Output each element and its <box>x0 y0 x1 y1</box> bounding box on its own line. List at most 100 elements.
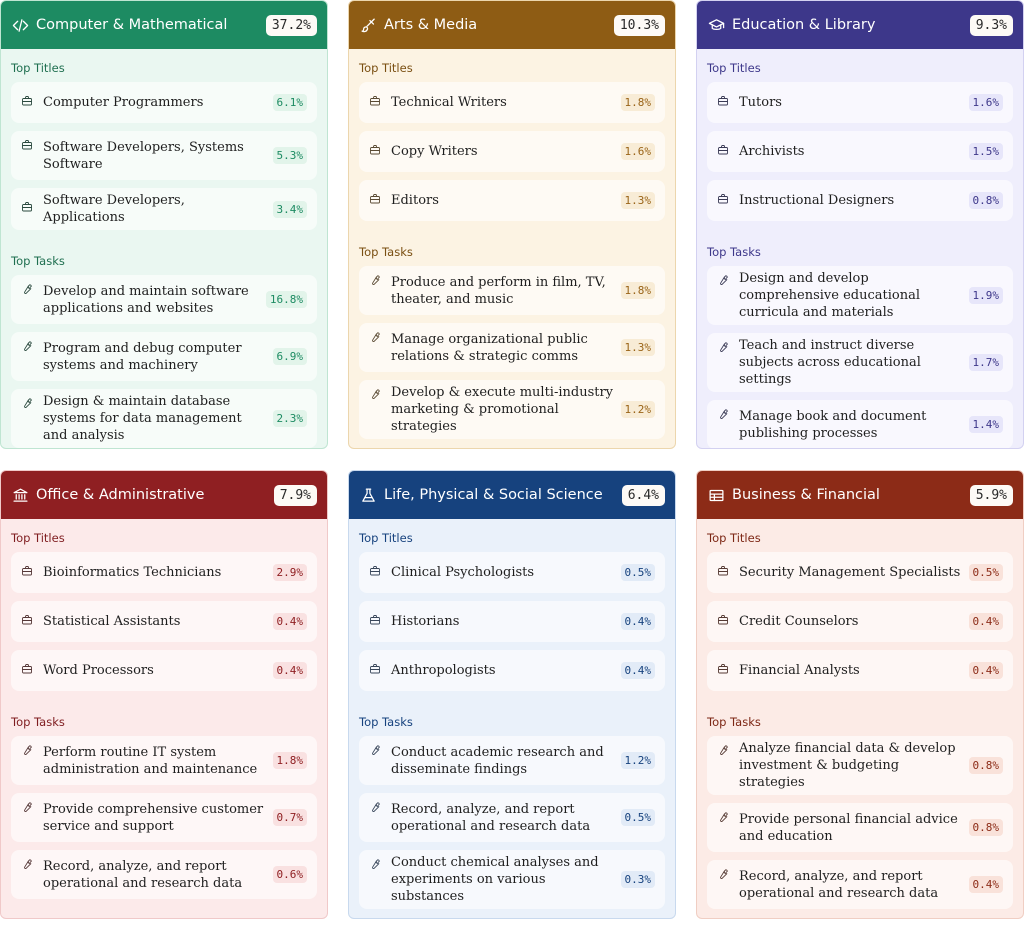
briefcase-icon <box>21 139 35 153</box>
briefcase-icon <box>369 663 383 677</box>
task-percent: 0.3% <box>620 871 655 888</box>
wrench-icon <box>369 744 383 758</box>
card-header: Office & Administrative 7.9% <box>1 471 327 519</box>
title-percent: 0.4% <box>272 662 307 679</box>
title-label: Technical Writers <box>391 95 507 110</box>
top-tasks-label: Top Tasks <box>707 715 761 729</box>
title-percent: 0.4% <box>620 662 655 679</box>
task-label: Perform routine IT system administration… <box>43 744 258 777</box>
card-percent-badge: 10.3% <box>613 14 665 36</box>
task-label: Design and develop comprehensive educati… <box>739 271 921 320</box>
task-item: Conduct chemical analyses and experiment… <box>359 850 665 909</box>
task-label: Analyze financial data & develop investm… <box>739 741 956 790</box>
title-label: Historians <box>391 614 460 629</box>
title-item: Tutors 1.6% <box>707 82 1013 123</box>
task-item: Record, analyze, and report operational … <box>359 793 665 842</box>
briefcase-icon <box>717 144 731 158</box>
wrench-icon <box>369 331 383 345</box>
title-percent: 0.4% <box>272 613 307 630</box>
top-titles-label: Top Titles <box>11 531 65 545</box>
title-item: Clinical Psychologists 0.5% <box>359 552 665 593</box>
wrench-icon <box>369 801 383 815</box>
top-titles-label: Top Titles <box>359 531 413 545</box>
task-label: Develop and maintain software applicatio… <box>43 283 249 316</box>
title-item: Security Management Specialists 0.5% <box>707 552 1013 593</box>
top-titles-label: Top Titles <box>359 61 413 75</box>
task-label: Conduct chemical analyses and experiment… <box>391 855 599 904</box>
title-item: Software Developers, Applications 3.4% <box>11 188 317 230</box>
task-percent: 0.7% <box>272 809 307 826</box>
task-percent: 0.8% <box>968 757 1003 774</box>
category-card-office-administrative: Office & Administrative 7.9% Top Titles … <box>0 470 328 919</box>
brush-icon <box>359 16 377 34</box>
task-item: Program and debug computer systems and m… <box>11 332 317 381</box>
task-item: Produce and perform in film, TV, theater… <box>359 266 665 315</box>
task-percent: 1.9% <box>968 287 1003 304</box>
wrench-icon <box>369 858 383 872</box>
title-label: Archivists <box>739 144 805 159</box>
task-item: Analyze financial data & develop investm… <box>707 736 1013 795</box>
briefcase-icon <box>21 663 35 677</box>
wrench-icon <box>369 274 383 288</box>
briefcase-icon <box>717 95 731 109</box>
task-label: Design & maintain database systems for d… <box>43 394 242 443</box>
card-title: Education & Library <box>732 17 876 33</box>
title-label: Credit Counselors <box>739 614 859 629</box>
task-label: Manage organizational public relations &… <box>391 331 588 364</box>
title-item: Anthropologists 0.4% <box>359 650 665 691</box>
table-icon <box>707 486 725 504</box>
task-percent: 1.7% <box>968 354 1003 371</box>
category-card-computer-mathematical: Computer & Mathematical 37.2% Top Titles… <box>0 0 328 449</box>
briefcase-icon <box>369 144 383 158</box>
task-item: Develop & execute multi-industry marketi… <box>359 380 665 439</box>
title-item: Instructional Designers 0.8% <box>707 180 1013 221</box>
top-titles-label: Top Titles <box>707 61 761 75</box>
wrench-icon <box>717 341 731 355</box>
card-header: Computer & Mathematical 37.2% <box>1 1 327 49</box>
task-label: Develop & execute multi-industry marketi… <box>391 385 614 434</box>
briefcase-icon <box>369 193 383 207</box>
task-item: Manage organizational public relations &… <box>359 323 665 372</box>
task-label: Program and debug computer systems and m… <box>43 340 242 373</box>
title-percent: 0.5% <box>620 564 655 581</box>
flask-icon <box>359 486 377 504</box>
briefcase-icon <box>717 565 731 579</box>
category-card-business-financial: Business & Financial 5.9% Top Titles Sec… <box>696 470 1024 919</box>
task-percent: 0.4% <box>968 876 1003 893</box>
title-item: Bioinformatics Technicians 2.9% <box>11 552 317 593</box>
top-titles-label: Top Titles <box>707 531 761 545</box>
title-item: Software Developers, Systems Software 5.… <box>11 131 317 180</box>
card-header: Business & Financial 5.9% <box>697 471 1023 519</box>
wrench-icon <box>369 388 383 402</box>
card-percent-badge: 37.2% <box>265 14 317 36</box>
task-percent: 1.8% <box>620 282 655 299</box>
title-item: Copy Writers 1.6% <box>359 131 665 172</box>
title-label: Financial Analysts <box>739 663 860 678</box>
task-percent: 1.4% <box>968 416 1003 433</box>
briefcase-icon <box>717 663 731 677</box>
title-label: Security Management Specialists <box>739 565 961 580</box>
title-percent: 0.4% <box>968 662 1003 679</box>
title-percent: 5.3% <box>272 147 307 164</box>
title-percent: 6.1% <box>272 94 307 111</box>
task-item: Conduct academic research and disseminat… <box>359 736 665 785</box>
title-label: Editors <box>391 193 439 208</box>
title-item: Archivists 1.5% <box>707 131 1013 172</box>
task-item: Manage book and document publishing proc… <box>707 400 1013 448</box>
title-label: Statistical Assistants <box>43 614 181 629</box>
task-label: Conduct academic research and disseminat… <box>391 744 604 777</box>
title-item: Technical Writers 1.8% <box>359 82 665 123</box>
task-label: Record, analyze, and report operational … <box>391 801 591 834</box>
title-percent: 0.4% <box>968 613 1003 630</box>
title-label: Software Developers, Systems Software <box>43 139 244 172</box>
briefcase-icon <box>717 193 731 207</box>
title-label: Software Developers, Applications <box>43 193 185 225</box>
task-item: Teach and instruct diverse subjects acro… <box>707 333 1013 392</box>
wrench-icon <box>717 811 731 825</box>
title-percent: 1.5% <box>968 143 1003 160</box>
title-label: Copy Writers <box>391 144 478 159</box>
briefcase-icon <box>21 565 35 579</box>
graduation-cap-icon <box>707 16 725 34</box>
title-label: Anthropologists <box>391 663 496 678</box>
task-percent: 2.3% <box>272 410 307 427</box>
